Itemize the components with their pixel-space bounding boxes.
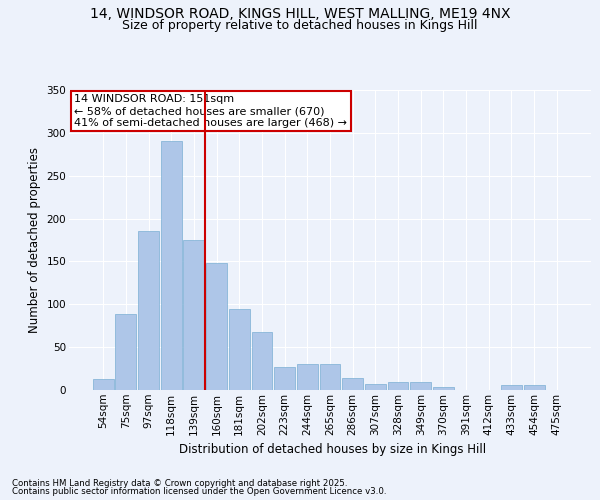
Bar: [433, 388, 454, 390]
Bar: [229, 310, 250, 390]
Bar: [320, 364, 340, 390]
Y-axis label: Number of detached properties: Number of detached properties: [28, 147, 41, 333]
Bar: [184, 240, 205, 390]
Bar: [161, 142, 182, 390]
Bar: [115, 314, 136, 390]
Bar: [501, 385, 522, 390]
Text: Size of property relative to detached houses in Kings Hill: Size of property relative to detached ho…: [122, 18, 478, 32]
Bar: [524, 385, 545, 390]
Bar: [388, 382, 409, 390]
Bar: [206, 263, 227, 390]
Bar: [138, 232, 159, 390]
Bar: [251, 332, 272, 390]
Text: Distribution of detached houses by size in Kings Hill: Distribution of detached houses by size …: [179, 442, 487, 456]
Text: Contains HM Land Registry data © Crown copyright and database right 2025.: Contains HM Land Registry data © Crown c…: [12, 478, 347, 488]
Bar: [93, 379, 113, 390]
Bar: [342, 378, 363, 390]
Bar: [297, 364, 318, 390]
Text: Contains public sector information licensed under the Open Government Licence v3: Contains public sector information licen…: [12, 487, 386, 496]
Bar: [410, 382, 431, 390]
Bar: [274, 367, 295, 390]
Text: 14, WINDSOR ROAD, KINGS HILL, WEST MALLING, ME19 4NX: 14, WINDSOR ROAD, KINGS HILL, WEST MALLI…: [90, 8, 510, 22]
Text: 14 WINDSOR ROAD: 151sqm
← 58% of detached houses are smaller (670)
41% of semi-d: 14 WINDSOR ROAD: 151sqm ← 58% of detache…: [74, 94, 347, 128]
Bar: [365, 384, 386, 390]
